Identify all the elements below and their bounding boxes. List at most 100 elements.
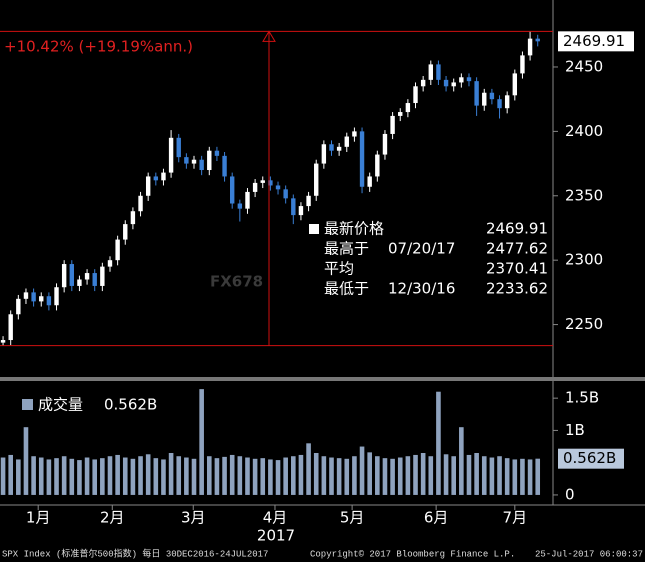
watermark: FX678 xyxy=(210,273,263,291)
candle-body xyxy=(161,172,166,181)
candle-body xyxy=(413,86,418,104)
candle-body xyxy=(31,292,36,302)
candle-body xyxy=(451,82,456,87)
legend-value: 2477.62 xyxy=(486,240,548,258)
candle-body xyxy=(54,287,59,306)
volume-bar xyxy=(336,458,342,495)
volume-bar xyxy=(428,456,434,495)
candle-body xyxy=(8,314,13,341)
legend-label: 成交量 xyxy=(38,396,83,414)
volume-bar xyxy=(329,457,334,495)
volume-bar xyxy=(481,456,487,495)
candle-body xyxy=(260,180,265,183)
candle-body xyxy=(100,266,105,286)
volume-bar xyxy=(184,457,189,495)
legend-value: 2469.91 xyxy=(486,220,548,238)
candle-body xyxy=(39,296,44,302)
candle-body xyxy=(535,38,540,42)
volume-bar xyxy=(46,459,52,495)
volume-bar xyxy=(489,457,495,495)
candle-body xyxy=(168,137,174,173)
candle-body xyxy=(237,203,243,209)
volume-bar xyxy=(16,459,21,495)
volume-bar xyxy=(451,456,457,495)
candle-body xyxy=(520,55,525,74)
volume-bar xyxy=(138,456,143,495)
candle-body xyxy=(344,136,349,147)
candle-body xyxy=(291,198,296,216)
volume-bar xyxy=(191,458,197,495)
candle-body xyxy=(436,64,441,80)
y-tick-label: 0 xyxy=(565,485,575,503)
legend-value: 2370.41 xyxy=(486,260,548,278)
candle-body xyxy=(527,38,533,56)
volume-bar xyxy=(54,458,59,495)
candle-body xyxy=(23,292,29,299)
volume-bar xyxy=(313,453,319,495)
volume-bar xyxy=(397,457,403,495)
candle-body xyxy=(367,176,372,187)
volume-bar xyxy=(420,453,426,495)
candle-body xyxy=(184,157,189,164)
volume-bar xyxy=(306,443,311,495)
candle-body xyxy=(275,185,281,190)
y-tick-label: 2350 xyxy=(565,186,603,204)
volume-bar xyxy=(268,459,273,495)
candle-body xyxy=(191,159,197,164)
volume-bar xyxy=(390,458,395,495)
volume-bar xyxy=(474,453,479,495)
x-tick-label: 7月 xyxy=(503,509,528,527)
volume-bar xyxy=(69,458,75,495)
volume-bar xyxy=(153,458,159,495)
legend-value: 0.562B xyxy=(104,396,157,414)
candle-body xyxy=(268,180,273,186)
candle-body xyxy=(153,176,159,181)
volume-bar xyxy=(275,460,281,495)
candle-body xyxy=(214,150,220,156)
legend-label: 平均 xyxy=(324,260,354,278)
current-volume-label: 0.562B xyxy=(563,449,616,467)
volume-bar xyxy=(291,456,296,495)
candle-body xyxy=(443,79,449,87)
volume-bar xyxy=(436,391,441,495)
candle-body xyxy=(77,279,82,286)
volume-bar xyxy=(161,459,166,495)
candle-body xyxy=(382,133,388,155)
candle-body xyxy=(398,112,403,116)
candle-body xyxy=(504,95,510,109)
candle-body xyxy=(375,154,380,177)
y-tick-label: 2250 xyxy=(565,315,603,333)
volume-bar xyxy=(38,457,44,495)
candle-body xyxy=(314,163,319,196)
y-tick-label: 1B xyxy=(565,421,585,439)
footer-center: Copyright© 2017 Bloomberg Finance L.P. xyxy=(310,549,515,559)
volume-bar xyxy=(352,456,357,495)
candle-body xyxy=(405,103,411,113)
candle-body xyxy=(207,150,212,171)
volume-bar xyxy=(206,456,212,495)
volume-bar xyxy=(84,457,90,495)
candle-body xyxy=(390,115,395,134)
volume-bar xyxy=(405,456,411,495)
volume-bar xyxy=(344,458,350,495)
candle-body xyxy=(359,131,365,187)
current-volume-box xyxy=(558,448,624,469)
volume-bar xyxy=(107,456,113,495)
legend-label: 最新价格 xyxy=(324,220,384,238)
volume-bar xyxy=(229,454,235,495)
volume-bar xyxy=(130,458,136,495)
candle-body xyxy=(176,137,181,158)
legend-value: 2233.62 xyxy=(486,280,548,298)
volume-bar xyxy=(520,458,525,495)
volume-bar xyxy=(375,456,380,495)
candle-body xyxy=(306,195,311,207)
y-tick-label: 1.5B xyxy=(565,389,599,407)
candle-body xyxy=(329,144,334,151)
volume-bar xyxy=(214,458,220,495)
candle-body xyxy=(92,273,97,286)
arrow-head xyxy=(262,30,276,42)
legend-icon xyxy=(22,399,33,410)
candle-body xyxy=(0,340,6,343)
volume-bar xyxy=(298,454,304,495)
x-tick-label: 3月 xyxy=(181,509,206,527)
